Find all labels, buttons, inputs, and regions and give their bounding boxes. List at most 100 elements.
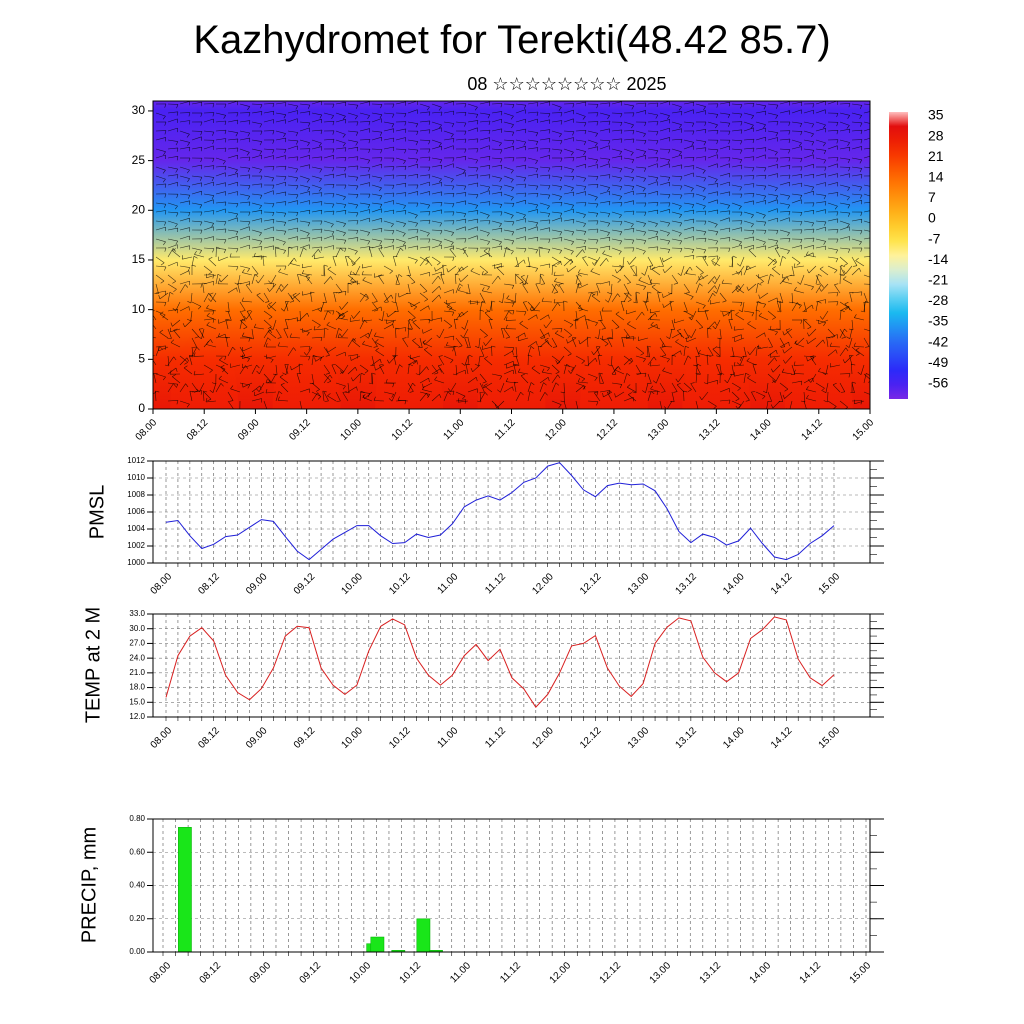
wind-barb	[707, 238, 718, 242]
wind-barb-feather	[803, 318, 808, 321]
wind-barb-feather	[656, 140, 659, 145]
wind-barb	[395, 148, 407, 150]
wind-barb-feather	[631, 357, 634, 362]
wind-barb-feather	[849, 129, 851, 134]
wind-barb	[155, 226, 166, 231]
wind-barb-feather	[188, 270, 190, 275]
wind-barb-feather	[596, 176, 599, 181]
wind-barb-feather	[716, 140, 719, 145]
wind-barb	[731, 202, 742, 207]
wind-barb-feather	[740, 212, 743, 216]
wind-barb	[407, 355, 417, 362]
wind-barb	[359, 157, 370, 161]
wind-barb-feather	[737, 387, 741, 391]
wind-barb	[155, 274, 165, 282]
wind-barb-feather	[544, 392, 548, 396]
wind-barb-feather	[842, 276, 847, 280]
wind-barb	[575, 301, 583, 310]
wind-barb	[299, 200, 310, 204]
wind-barb-feather	[762, 395, 766, 400]
wind-barb-feather	[630, 223, 634, 228]
wind-barb-feather	[373, 346, 378, 348]
wind-barb	[407, 245, 418, 249]
wind-barb-feather	[615, 326, 620, 330]
wind-barb-feather	[523, 301, 528, 303]
wind-barb	[419, 246, 430, 249]
wind-barb-feather	[772, 379, 776, 383]
wind-barb	[683, 218, 694, 222]
wind-barb-feather	[217, 333, 221, 337]
wind-barb-feather	[452, 211, 455, 216]
wind-barb-feather	[685, 345, 690, 349]
wind-barb-feather	[787, 232, 790, 237]
wind-barb	[755, 238, 766, 243]
wind-barb-feather	[605, 299, 609, 303]
wind-barb-feather	[289, 333, 292, 338]
wind-barb	[515, 218, 526, 222]
wind-barb	[483, 382, 493, 389]
wind-barb-feather	[620, 138, 623, 143]
wind-barb-feather	[775, 115, 778, 119]
wind-barb	[443, 245, 454, 249]
wind-barb	[575, 184, 586, 187]
wind-barb-feather	[721, 279, 724, 284]
wind-barb	[407, 121, 418, 124]
wind-barb-feather	[481, 287, 485, 291]
wind-barb-feather	[367, 115, 370, 119]
wind-barb-feather	[649, 315, 652, 320]
wind-barb	[551, 328, 563, 330]
wind-barb-feather	[176, 309, 179, 314]
wind-barb	[647, 373, 652, 384]
wind-barb	[803, 173, 814, 177]
wind-barb-feather	[397, 396, 400, 401]
wind-barb-feather	[512, 347, 515, 352]
wind-barb	[350, 280, 361, 285]
wind-barb	[296, 373, 301, 384]
wind-barb	[470, 301, 481, 305]
wind-barb-feather	[404, 210, 407, 215]
wind-barb-feather	[596, 239, 599, 244]
wind-barb-feather	[212, 103, 215, 108]
wind-barb	[246, 311, 253, 321]
wind-barb-feather	[379, 114, 383, 119]
wind-barb	[647, 229, 658, 232]
wind-barb-feather	[463, 185, 467, 190]
wind-barb-feather	[247, 358, 250, 362]
wind-barb	[215, 172, 226, 177]
wind-barb-feather	[713, 290, 717, 294]
wind-barb	[419, 219, 431, 222]
wind-barb	[431, 317, 442, 321]
wind-barb	[239, 137, 250, 141]
wind-barb-feather	[823, 195, 827, 200]
wind-barb-feather	[272, 203, 275, 208]
wind-barb	[707, 229, 718, 232]
wind-barb-feather	[716, 149, 719, 154]
wind-barb	[710, 301, 721, 305]
wind-barb-feather	[608, 140, 611, 145]
wind-barb	[515, 227, 526, 231]
wind-barb-feather	[860, 212, 863, 216]
wind-barb	[731, 334, 742, 339]
wind-barb-feather	[535, 204, 539, 209]
wind-barb	[803, 109, 814, 114]
wind-barb	[378, 275, 385, 285]
wind-barb	[567, 337, 577, 344]
wind-barb	[347, 112, 358, 117]
wind-barb-feather	[572, 219, 575, 224]
wind-barb	[779, 229, 790, 233]
wind-barb	[215, 333, 226, 339]
wind-barb-feather	[212, 210, 215, 215]
wind-barb-feather	[512, 221, 515, 226]
wind-barb	[520, 276, 529, 285]
wind-barb-feather	[402, 233, 406, 237]
wind-barb	[172, 319, 181, 327]
wind-barb	[772, 400, 781, 409]
wind-barb	[491, 128, 502, 132]
wind-barb	[851, 382, 855, 393]
wind-barb-feather	[760, 281, 764, 284]
wind-barb	[539, 119, 550, 123]
wind-barb-feather	[409, 363, 414, 367]
wind-barb-feather	[199, 204, 203, 209]
wind-barb-feather	[626, 373, 631, 376]
wind-barb	[251, 111, 262, 114]
